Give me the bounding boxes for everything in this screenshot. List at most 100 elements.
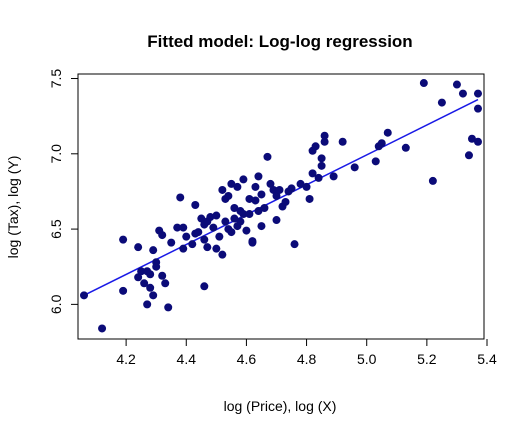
x-axis-label: log (Price), log (X) — [224, 398, 337, 414]
data-point — [383, 128, 392, 137]
data-point — [119, 286, 128, 295]
data-point — [338, 137, 347, 146]
data-point — [377, 139, 386, 148]
data-point — [245, 210, 254, 219]
data-point — [149, 291, 158, 300]
data-point — [212, 211, 221, 220]
y-tick-label: 7.0 — [48, 144, 64, 164]
data-point — [272, 216, 281, 225]
data-point — [137, 267, 146, 276]
data-point — [245, 194, 254, 203]
x-tick-label: 5.2 — [417, 351, 437, 367]
data-point — [149, 246, 158, 255]
data-points — [80, 79, 482, 333]
x-tick-label: 5.4 — [477, 351, 497, 367]
regression-line — [83, 98, 479, 297]
data-point — [263, 152, 272, 161]
data-point — [164, 303, 173, 312]
data-point — [197, 214, 206, 223]
data-point — [158, 271, 167, 280]
data-point — [176, 193, 185, 202]
data-point — [452, 80, 461, 89]
data-point — [308, 169, 317, 178]
data-point — [239, 175, 248, 184]
data-point — [251, 196, 260, 205]
y-tick-label: 6.0 — [48, 294, 64, 314]
data-point — [254, 172, 263, 181]
data-point — [194, 228, 203, 237]
data-point — [248, 238, 257, 247]
data-point — [464, 151, 473, 160]
x-tick-label: 4.8 — [297, 351, 317, 367]
data-point — [317, 154, 326, 163]
data-point — [419, 79, 428, 88]
data-point — [320, 131, 329, 140]
data-point — [161, 279, 170, 288]
data-point — [458, 89, 467, 98]
data-point — [80, 291, 89, 300]
data-point — [350, 163, 359, 172]
x-tick-label: 5.0 — [357, 351, 377, 367]
data-point — [233, 182, 242, 191]
data-point — [371, 157, 380, 166]
data-point — [401, 143, 410, 152]
data-point — [290, 240, 299, 249]
data-point — [143, 300, 152, 309]
data-point — [230, 204, 239, 213]
plot-frame — [77, 73, 485, 340]
y-tick-label: 7.5 — [48, 69, 64, 89]
data-point — [152, 258, 161, 267]
data-point — [158, 231, 167, 240]
data-point — [227, 228, 236, 237]
data-point — [134, 243, 143, 252]
data-point — [221, 217, 230, 226]
data-point — [239, 210, 248, 219]
data-point — [206, 213, 215, 222]
data-point — [428, 176, 437, 185]
data-point — [269, 185, 278, 194]
data-point — [257, 190, 266, 199]
data-point — [236, 217, 245, 226]
data-point — [437, 98, 446, 107]
data-point — [314, 173, 323, 182]
data-point — [215, 232, 224, 241]
data-point — [242, 226, 251, 235]
data-point — [311, 142, 320, 151]
data-point — [200, 235, 209, 244]
data-point — [296, 179, 305, 188]
x-tick-label: 4.2 — [116, 351, 136, 367]
data-point — [134, 273, 143, 282]
data-point — [302, 182, 311, 191]
data-point — [317, 161, 326, 170]
data-point — [473, 137, 482, 146]
data-point — [140, 279, 149, 288]
data-point — [305, 194, 314, 203]
data-point — [272, 191, 281, 200]
data-point — [173, 223, 182, 232]
data-point — [281, 197, 290, 206]
data-point — [179, 223, 188, 232]
data-point — [227, 179, 236, 188]
data-point — [473, 89, 482, 98]
data-point — [329, 172, 338, 181]
data-point — [146, 270, 155, 279]
data-point — [188, 240, 197, 249]
y-axis: 6.0 6.5 7.0 7.5 — [48, 69, 78, 314]
x-tick-label: 4.4 — [177, 351, 197, 367]
data-point — [266, 179, 275, 188]
chart-title: Fitted model: Log-log regression — [147, 32, 412, 51]
data-point — [473, 104, 482, 113]
data-point — [257, 222, 266, 231]
data-point — [254, 207, 263, 216]
data-point — [467, 134, 476, 143]
data-point — [203, 243, 212, 252]
data-point — [251, 182, 260, 191]
data-point — [179, 244, 188, 253]
data-point — [119, 235, 128, 244]
y-axis-label: log (Tax), log (Y) — [5, 156, 21, 259]
data-point — [224, 191, 233, 200]
data-point — [230, 214, 239, 223]
data-point — [320, 137, 329, 146]
data-point — [212, 244, 221, 253]
